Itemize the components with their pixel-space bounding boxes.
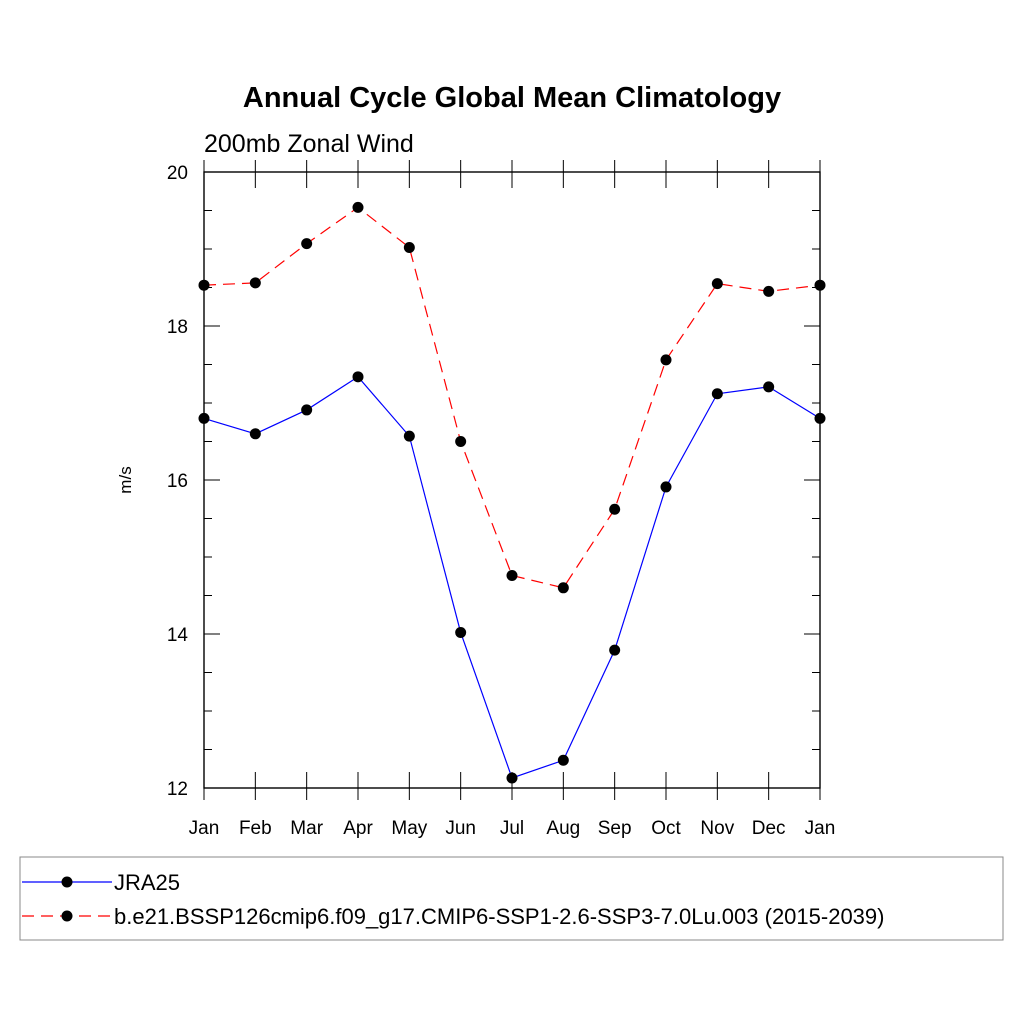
x-tick-label: Mar [290,818,323,839]
x-tick-label: Sep [598,818,632,839]
data-point [609,503,621,515]
data-point [403,241,415,253]
x-tick-label: Aug [546,818,580,839]
legend-label: b.e21.BSSP126cmip6.f09_g17.CMIP6-SSP1-2.… [114,904,884,929]
data-point [814,279,826,291]
data-point [506,772,518,784]
series-1 [198,371,826,784]
x-tick-label: Apr [343,818,373,839]
data-point [198,412,210,424]
legend-marker [61,910,73,922]
data-point [660,354,672,366]
x-tick-label: Nov [700,818,734,839]
chart-subtitle: 200mb Zonal Wind [204,130,414,158]
legend-box [19,856,1004,941]
plot-axes: 12 14 16 18 20 Jan Feb Mar Apr May Jun Jul Aug Sep Oct… [167,160,835,839]
data-point [301,404,313,416]
data-point [814,412,826,424]
data-point [352,371,364,383]
data-point [455,436,467,447]
data-point [557,754,569,766]
series-line [203,206,821,589]
data-point [506,569,518,581]
data-point [609,644,621,656]
data-point [403,430,415,442]
y-tick-label: 20 [167,163,188,184]
data-point [711,278,723,290]
y-tick-label: 12 [167,779,188,800]
data-point [763,285,775,297]
data-point [660,481,672,493]
x-tick-label: Jun [445,818,476,839]
series-2 [198,201,826,594]
x-tick-label: Jul [500,818,524,839]
data-point [249,428,261,440]
y-tick-label: 16 [167,471,188,492]
x-tick-label: Feb [239,818,272,839]
x-tick-label: Dec [752,818,786,839]
x-tick-label: Jan [189,818,220,839]
legend-item: JRA25 [22,870,180,895]
data-point [455,626,467,638]
legend-item: b.e21.BSSP126cmip6.f09_g17.CMIP6-SSP1-2.… [22,904,884,929]
series-layer [198,201,826,784]
legend: JRA25 b.e21.BSSP126cmip6.f09_g17.CMIP6-SS… [19,856,1004,941]
x-tick-label: Oct [651,818,681,839]
x-tick-label: May [391,818,427,839]
data-point [352,201,364,213]
y-axis-label: m/s [116,466,135,493]
data-point [301,238,313,250]
data-point [198,279,210,291]
data-point [763,381,775,393]
plot-frame [203,171,821,789]
y-tick-label: 14 [167,625,189,646]
data-point [249,277,261,289]
legend-marker [61,876,73,888]
x-tick-label: Jan [805,818,836,839]
data-point [711,388,723,400]
data-point [557,582,569,594]
y-tick-label: 18 [167,317,188,338]
chart-title: Annual Cycle Global Mean Climatology [243,82,781,114]
legend-label: JRA25 [114,870,180,895]
